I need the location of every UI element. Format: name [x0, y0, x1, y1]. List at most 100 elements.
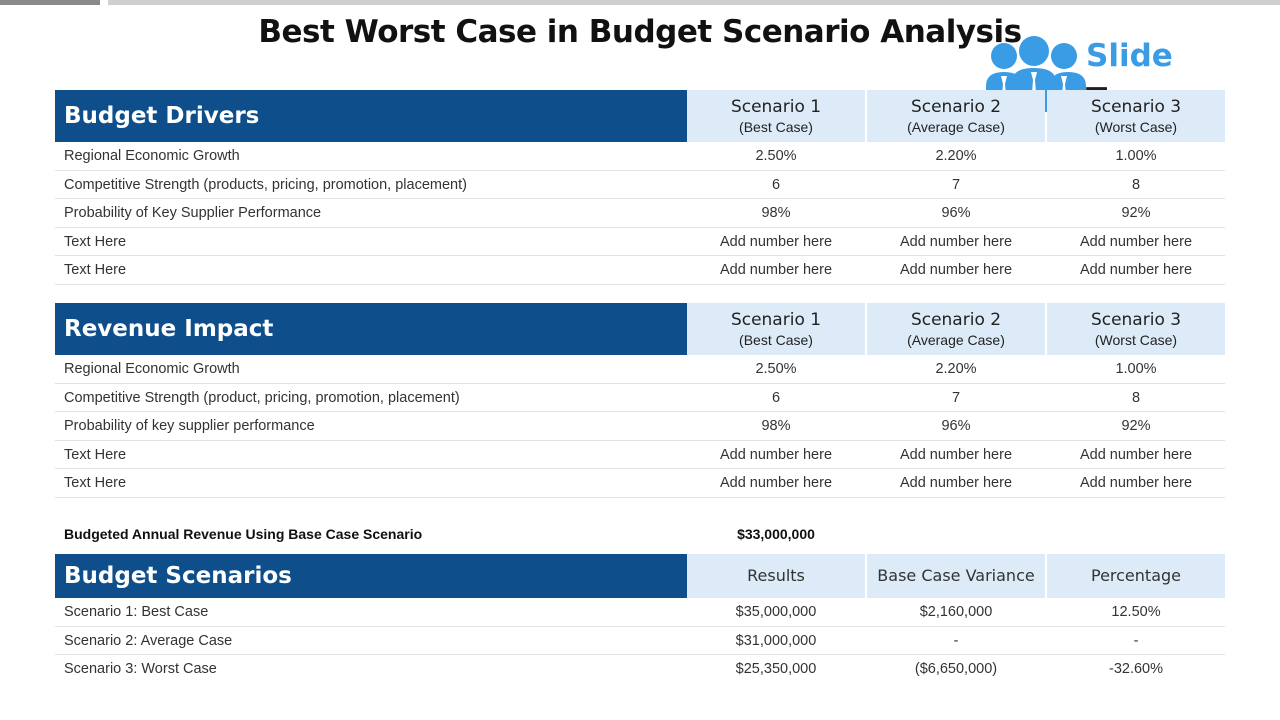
row-label: Probability of key supplier performance [64, 418, 315, 434]
row-label: Text Here [64, 262, 127, 278]
table-row: Text Here Add number here Add number her… [55, 441, 1225, 469]
top-accent-bar [0, 0, 100, 5]
row-label: Text Here [64, 475, 127, 491]
column-header-scenario-1: Scenario 1 (Best Case) [687, 303, 865, 355]
cell-scenario-2: Add number here [899, 475, 1013, 491]
cell-results: $31,000,000 [735, 632, 817, 649]
row-label: Scenario 1: Best Case [64, 604, 209, 620]
table-row: Text Here Add number here Add number her… [55, 469, 1225, 498]
table-row: Probability of Key Supplier Performance … [55, 199, 1225, 228]
cell-scenario-3: 1.00% [1115, 148, 1157, 164]
table-header-row: Budget Scenarios Results Base Case Varia… [55, 554, 1225, 598]
cell-scenario-2: 96% [941, 418, 971, 434]
budget-drivers-table: Budget Drivers Scenario 1 (Best Case) Sc… [55, 90, 1225, 285]
cell-scenario-2: 96% [941, 205, 971, 221]
cell-scenario-2: 7 [951, 389, 961, 406]
row-label: Probability of Key Supplier Performance [64, 205, 322, 221]
page-title: Best Worst Case in Budget Scenario Analy… [258, 14, 1022, 50]
table-row: Competitive Strength (product, pricing, … [55, 384, 1225, 412]
table-header-row: Revenue Impact Scenario 1 (Best Case) Sc… [55, 303, 1225, 355]
column-header-variance: Base Case Variance [867, 554, 1045, 598]
cell-scenario-1: 2.50% [755, 361, 797, 377]
cell-scenario-2: 2.20% [935, 361, 977, 377]
cell-scenario-2: Add number here [899, 233, 1013, 250]
cell-scenario-1: Add number here [719, 233, 833, 250]
table-row: Text Here Add number here Add number her… [55, 228, 1225, 256]
row-label: Regional Economic Growth [64, 148, 240, 164]
top-divider-bar [108, 0, 1280, 5]
cell-scenario-2: Add number here [899, 262, 1013, 278]
cell-scenario-1: 2.50% [755, 148, 797, 164]
section-title: Budget Drivers [55, 90, 687, 142]
column-header-percentage: Percentage [1047, 554, 1225, 598]
cell-percentage: 12.50% [1111, 604, 1161, 620]
table-row: Regional Economic Growth 2.50% 2.20% 1.0… [55, 142, 1225, 171]
cell-scenario-3: Add number here [1079, 475, 1193, 491]
cell-scenario-3: Add number here [1079, 262, 1193, 278]
column-header-scenario-1: Scenario 1 (Best Case) [687, 90, 865, 142]
cell-scenario-3: 92% [1121, 418, 1151, 434]
logo-text-slide: Slide [1086, 38, 1173, 74]
column-header-results: Results [687, 554, 865, 598]
cell-scenario-1: Add number here [719, 262, 833, 278]
cell-scenario-1: 98% [761, 205, 791, 221]
cell-scenario-3: 8 [1131, 176, 1141, 193]
cell-percentage: -32.60% [1108, 661, 1163, 677]
cell-scenario-2: 7 [951, 176, 961, 193]
column-header-scenario-3: Scenario 3 (Worst Case) [1047, 303, 1225, 355]
table-row: Regional Economic Growth 2.50% 2.20% 1.0… [55, 355, 1225, 384]
budget-scenarios-table: Budget Scenarios Results Base Case Varia… [55, 554, 1225, 684]
column-subtitle: (Worst Case) [1094, 119, 1178, 135]
column-name: Scenario 1 [730, 97, 822, 117]
cell-variance: ($6,650,000) [914, 661, 998, 677]
cell-scenario-1: 98% [761, 418, 791, 434]
cell-results: $35,000,000 [735, 604, 817, 620]
row-label: Text Here [64, 233, 127, 250]
column-name: Scenario 3 [1090, 310, 1182, 330]
row-label: Text Here [64, 446, 127, 463]
summary-value: $33,000,000 [737, 526, 815, 542]
cell-scenario-2: Add number here [899, 446, 1013, 463]
column-name: Scenario 2 [910, 97, 1002, 117]
cell-scenario-2: 2.20% [935, 148, 977, 164]
table-row: Scenario 1: Best Case $35,000,000 $2,160… [55, 598, 1225, 627]
row-label: Scenario 2: Average Case [64, 632, 233, 649]
column-name: Scenario 1 [730, 310, 822, 330]
cell-results: $25,350,000 [735, 661, 817, 677]
cell-scenario-3: Add number here [1079, 446, 1193, 463]
section-title: Budget Scenarios [55, 554, 687, 598]
cell-percentage: - [1133, 632, 1139, 649]
table-row: Competitive Strength (products, pricing,… [55, 171, 1225, 199]
table-row: Probability of key supplier performance … [55, 412, 1225, 441]
column-subtitle: (Average Case) [907, 119, 1005, 135]
cell-scenario-3: Add number here [1079, 233, 1193, 250]
table-row: Scenario 2: Average Case $31,000,000 - - [55, 627, 1225, 655]
row-label: Scenario 3: Worst Case [64, 661, 217, 677]
cell-variance: - [953, 632, 959, 649]
column-header-scenario-2: Scenario 2 (Average Case) [867, 90, 1045, 142]
row-label: Regional Economic Growth [64, 361, 240, 377]
column-subtitle: (Best Case) [739, 332, 813, 348]
table-header-row: Budget Drivers Scenario 1 (Best Case) Sc… [55, 90, 1225, 142]
column-subtitle: (Worst Case) [1094, 332, 1178, 348]
column-subtitle: (Average Case) [907, 332, 1005, 348]
column-subtitle: (Best Case) [739, 119, 813, 135]
row-label: Competitive Strength (product, pricing, … [64, 389, 460, 406]
column-name: Scenario 2 [910, 310, 1002, 330]
cell-scenario-3: 1.00% [1115, 361, 1157, 377]
summary-label: Budgeted Annual Revenue Using Base Case … [64, 526, 423, 542]
cell-scenario-1: Add number here [719, 475, 833, 491]
column-header-scenario-2: Scenario 2 (Average Case) [867, 303, 1045, 355]
cell-scenario-3: 8 [1131, 389, 1141, 406]
cell-scenario-1: 6 [771, 389, 781, 406]
cell-variance: $2,160,000 [919, 604, 993, 620]
cell-scenario-1: 6 [771, 176, 781, 193]
column-name: Scenario 3 [1090, 97, 1182, 117]
cell-scenario-1: Add number here [719, 446, 833, 463]
revenue-impact-table: Revenue Impact Scenario 1 (Best Case) Sc… [55, 303, 1225, 498]
column-header-scenario-3: Scenario 3 (Worst Case) [1047, 90, 1225, 142]
cell-scenario-3: 92% [1121, 205, 1151, 221]
table-row: Text Here Add number here Add number her… [55, 256, 1225, 285]
section-title: Revenue Impact [55, 303, 687, 355]
table-row: Scenario 3: Worst Case $25,350,000 ($6,6… [55, 655, 1225, 684]
